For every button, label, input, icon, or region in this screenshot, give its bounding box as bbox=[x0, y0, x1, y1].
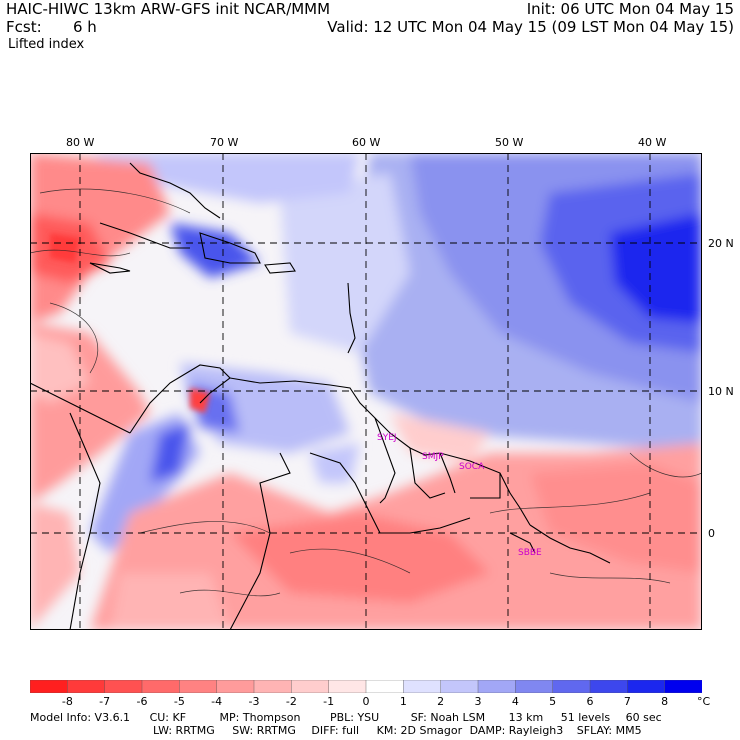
valid-time: Valid: 12 UTC Mon 04 May 15 (09 LST Mon … bbox=[327, 18, 734, 36]
colorbar-swatch bbox=[627, 680, 666, 693]
lifted-index-map[interactable]: SYEJ SMJP SOCA SBBE bbox=[30, 153, 702, 630]
time-step: 60 sec bbox=[625, 711, 662, 724]
footer-model-info: Model Info: V3.6.1 CU: KF MP: Thompson P… bbox=[30, 712, 662, 724]
lon-label-50w: 50 W bbox=[495, 136, 524, 149]
colorbar-tick-label: -1 bbox=[323, 695, 335, 708]
lon-label-40w: 40 W bbox=[638, 136, 667, 149]
colorbar-swatch bbox=[552, 680, 591, 693]
damping-option: DAMP: Rayleigh3 bbox=[469, 724, 564, 737]
lat-label-20n: 20 N bbox=[708, 237, 734, 250]
colorbar-swatch bbox=[328, 680, 367, 693]
init-time: Init: 06 UTC Mon 04 May 15 bbox=[526, 0, 734, 18]
microphysics-scheme: MP: Thompson bbox=[219, 711, 301, 724]
forecast-hour: 6 h bbox=[73, 18, 97, 36]
colorbar-swatch bbox=[141, 680, 181, 693]
colorbar-swatch bbox=[30, 680, 69, 693]
colorbar-tick-label: -5 bbox=[173, 695, 185, 708]
forecast-label: Fcst: bbox=[6, 18, 42, 36]
colorbar-swatch bbox=[253, 680, 293, 693]
colorbar bbox=[30, 680, 702, 693]
colorbar-swatch bbox=[179, 680, 218, 693]
vertical-levels: 51 levels bbox=[560, 711, 611, 724]
colorbar-tick-label: 0 bbox=[362, 695, 370, 708]
colorbar-tick-label: 8 bbox=[661, 695, 669, 708]
station-soca: SOCA bbox=[459, 462, 485, 472]
colorbar-swatch bbox=[440, 680, 479, 693]
lon-label-80w: 80 W bbox=[66, 136, 95, 149]
station-sbbe: SBBE bbox=[518, 548, 542, 558]
colorbar-tick-label: -7 bbox=[99, 695, 111, 708]
field-shading bbox=[30, 153, 702, 630]
colorbar-tick-label: 7 bbox=[623, 695, 631, 708]
surface-layer-option: SFLAY: MM5 bbox=[576, 724, 642, 737]
station-syej: SYEJ bbox=[377, 433, 397, 443]
colorbar-tick-label: -2 bbox=[285, 695, 297, 708]
colorbar-tick-label: 3 bbox=[474, 695, 482, 708]
colorbar-swatch bbox=[515, 680, 554, 693]
colorbar-swatch bbox=[104, 680, 143, 693]
colorbar-tick-label: 4 bbox=[511, 695, 519, 708]
diffusion-option: DIFF: full bbox=[311, 724, 360, 737]
model-version: Model Info: V3.6.1 bbox=[30, 711, 131, 724]
field-name: Lifted index bbox=[8, 37, 85, 52]
colorbar-swatch bbox=[216, 680, 255, 693]
colorbar-swatch bbox=[664, 680, 702, 693]
grid-spacing: 13 km bbox=[508, 711, 544, 724]
coastlines bbox=[30, 162, 611, 630]
colorbar-unit: °C bbox=[697, 695, 711, 708]
footer-physics-info: LW: RRTMG SW: RRTMG DIFF: full KM: 2D Sm… bbox=[153, 725, 642, 737]
colorbar-swatch bbox=[365, 680, 405, 693]
colorbar-swatch bbox=[67, 680, 106, 693]
longwave-scheme: LW: RRTMG bbox=[153, 724, 215, 737]
contour-lines bbox=[30, 188, 702, 597]
shortwave-scheme: SW: RRTMG bbox=[232, 724, 296, 737]
colorbar-tick-label: 1 bbox=[399, 695, 407, 708]
km-option: KM: 2D Smagor bbox=[376, 724, 463, 737]
surface-scheme: SF: Noah LSM bbox=[410, 711, 486, 724]
lon-label-70w: 70 W bbox=[210, 136, 239, 149]
lon-label-60w: 60 W bbox=[352, 136, 381, 149]
colorbar-tick-label: -4 bbox=[211, 695, 223, 708]
colorbar-swatch bbox=[477, 680, 517, 693]
map-frame bbox=[30, 153, 702, 630]
colorbar-swatch bbox=[403, 680, 442, 693]
colorbar-tick-label: -3 bbox=[248, 695, 260, 708]
colorbar-tick-label: 2 bbox=[437, 695, 445, 708]
colorbar-tick-label: 5 bbox=[549, 695, 557, 708]
model-title: HAIC-HIWC 13km ARW-GFS init NCAR/MMM bbox=[6, 0, 331, 18]
colorbar-swatch bbox=[291, 680, 330, 693]
station-smjp: SMJP bbox=[422, 452, 444, 462]
lat-label-0: 0 bbox=[708, 527, 715, 540]
colorbar-swatch bbox=[589, 680, 629, 693]
colorbar-tick-label: 6 bbox=[586, 695, 594, 708]
lat-label-10n: 10 N bbox=[708, 385, 734, 398]
colorbar-tick-label: -6 bbox=[136, 695, 148, 708]
pbl-scheme: PBL: YSU bbox=[329, 711, 380, 724]
lat-lon-grid bbox=[30, 153, 702, 630]
cumulus-scheme: CU: KF bbox=[149, 711, 187, 724]
colorbar-tick-label: -8 bbox=[61, 695, 73, 708]
